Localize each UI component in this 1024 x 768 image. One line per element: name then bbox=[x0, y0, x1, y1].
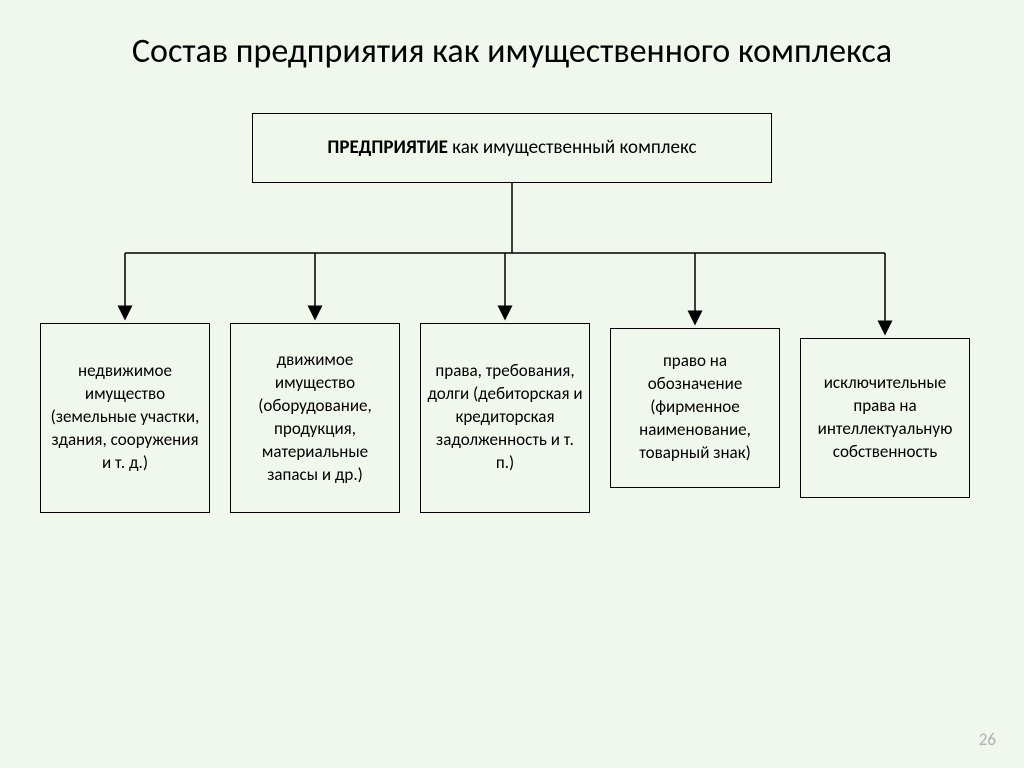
root-label-bold: ПРЕДПРИЯТИЕ bbox=[327, 136, 447, 159]
child-node-5: исключительные права на интеллектуальную… bbox=[800, 338, 970, 498]
child-node-4: право на обозначение (фирменное наименов… bbox=[610, 328, 780, 488]
child-label-3: права, требования, долги (дебиторская и … bbox=[427, 360, 583, 475]
child-node-1: недвижимое имущество (земельные участки,… bbox=[40, 323, 210, 513]
child-node-2: движимое имущество (оборудование, продук… bbox=[230, 323, 400, 513]
child-label-1: недвижимое имущество (земельные участки,… bbox=[47, 360, 203, 475]
root-label: ПРЕДПРИЯТИЕ как имущественный комплекс bbox=[327, 136, 696, 159]
child-label-5: исключительные права на интеллектуальную… bbox=[807, 372, 963, 464]
diagram-container: ПРЕДПРИЯТИЕ как имущественный комплекс н… bbox=[0, 103, 1024, 663]
root-node: ПРЕДПРИЯТИЕ как имущественный комплекс bbox=[252, 113, 772, 183]
root-label-rest: как имущественный комплекс bbox=[448, 136, 697, 159]
child-label-2: движимое имущество (оборудование, продук… bbox=[237, 349, 393, 487]
child-label-4: право на обозначение (фирменное наименов… bbox=[617, 350, 773, 465]
child-node-3: права, требования, долги (дебиторская и … bbox=[420, 323, 590, 513]
slide-title: Состав предприятия как имущественного ко… bbox=[0, 0, 1024, 73]
page-number: 26 bbox=[979, 729, 996, 750]
